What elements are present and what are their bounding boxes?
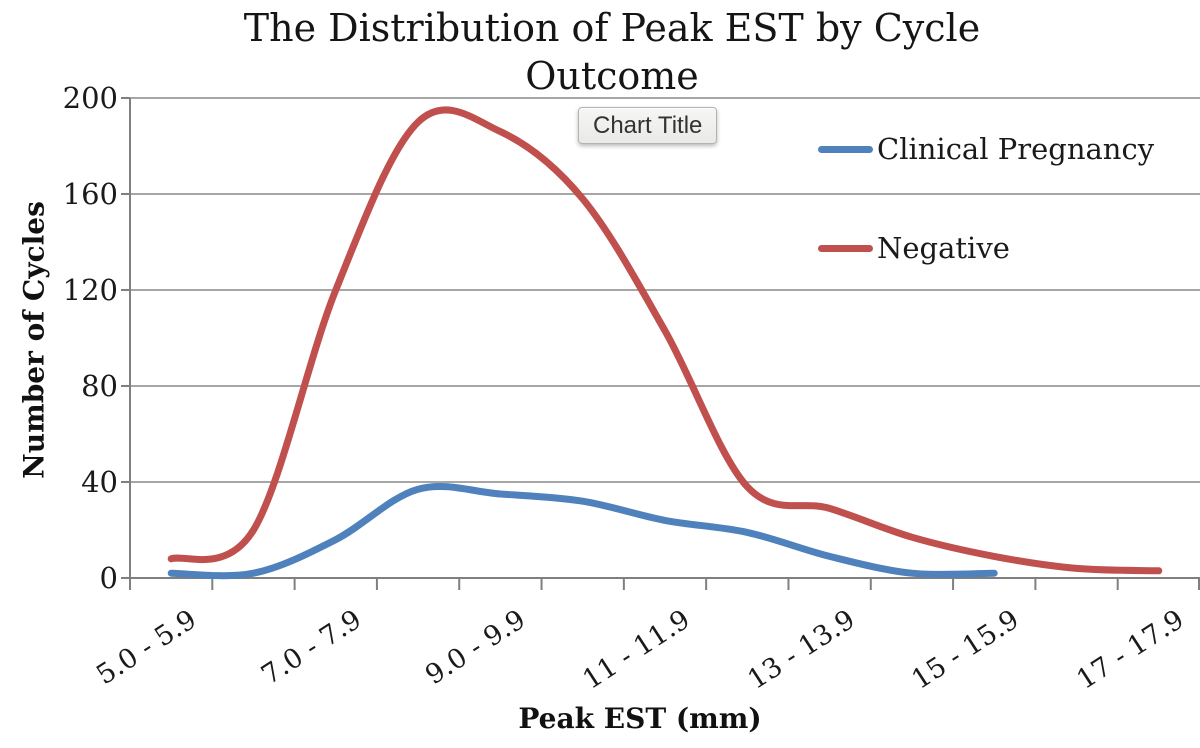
y-tick-label: 40 <box>81 465 118 499</box>
legend-label: Clinical Pregnancy <box>877 132 1155 166</box>
chart-title-tooltip: Chart Title <box>578 107 718 144</box>
y-axis-title: Number of Cycles <box>17 201 51 479</box>
series-negative-line[interactable] <box>167 106 1163 575</box>
chart-main-title: The Distribution of Peak EST by Cycle Ou… <box>24 4 1200 100</box>
x-axis-title: Peak EST (mm) <box>518 702 762 735</box>
y-tick-label: 160 <box>62 177 118 211</box>
legend-swatch-negative <box>818 244 873 252</box>
chart-main-title-line1: The Distribution of Peak EST by Cycle <box>243 6 981 50</box>
series-clinical-pregnancy-line[interactable] <box>167 483 998 580</box>
legend-label: Negative <box>877 231 1010 265</box>
y-tick-label: 120 <box>62 273 118 307</box>
y-tick-label: 0 <box>99 561 118 595</box>
legend-swatch-clinical-pregnancy <box>818 145 873 153</box>
y-tick-label: 200 <box>62 81 118 115</box>
legend-item-clinical-pregnancy[interactable]: Clinical Pregnancy <box>818 131 1154 167</box>
chart-main-title-line2: Outcome <box>525 54 699 98</box>
y-tick-label: 80 <box>81 369 118 403</box>
legend-item-negative[interactable]: Negative <box>818 230 1010 266</box>
